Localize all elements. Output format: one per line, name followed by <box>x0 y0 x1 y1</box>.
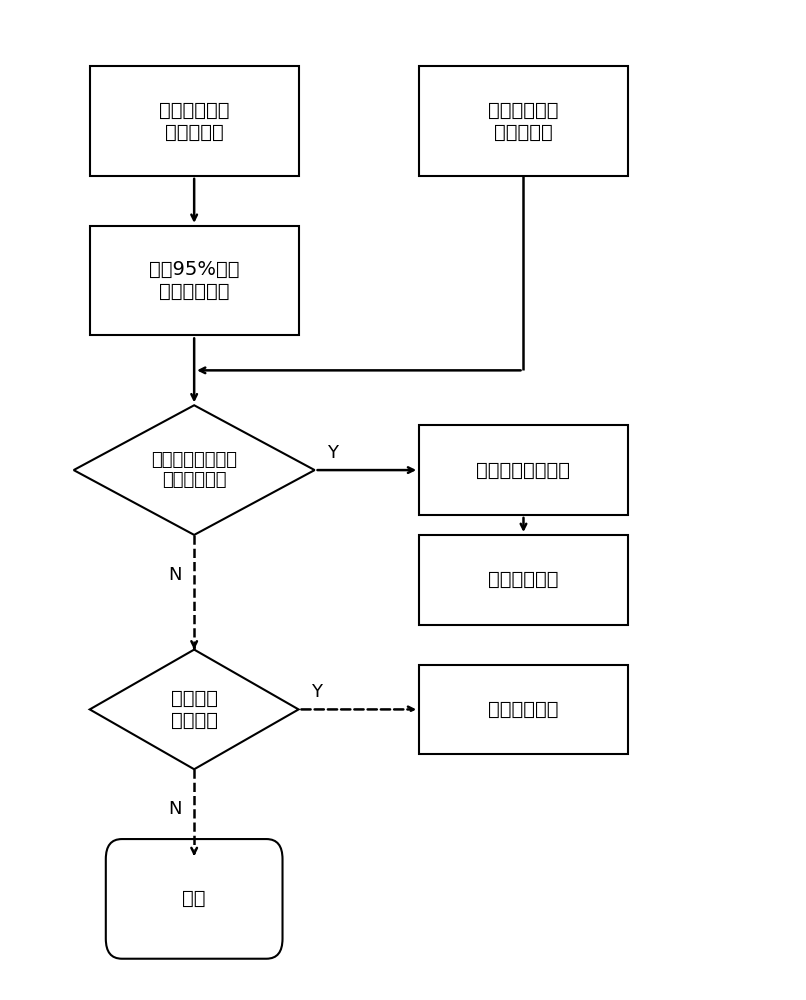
Polygon shape <box>89 650 298 769</box>
Text: 窃电嫌疑系数判定: 窃电嫌疑系数判定 <box>476 461 571 480</box>
Text: N: N <box>168 800 182 818</box>
FancyBboxPatch shape <box>419 665 628 754</box>
Text: 结束: 结束 <box>182 889 206 908</box>
Polygon shape <box>73 405 314 535</box>
Text: N: N <box>168 566 182 584</box>
FancyBboxPatch shape <box>106 839 283 959</box>
FancyBboxPatch shape <box>419 535 628 625</box>
FancyBboxPatch shape <box>419 66 628 176</box>
Text: Y: Y <box>310 683 322 701</box>
Text: 发电异常告警: 发电异常告警 <box>488 700 559 719</box>
Text: 计算光伏电站
理论发电量: 计算光伏电站 理论发电量 <box>159 101 230 142</box>
Text: 采集光伏电站
实时发电量: 采集光伏电站 实时发电量 <box>488 101 559 142</box>
Text: 低于置信
区间下限: 低于置信 区间下限 <box>171 689 218 730</box>
FancyBboxPatch shape <box>89 226 298 335</box>
Text: Y: Y <box>326 444 338 462</box>
Text: 发电量测量值高于
置信区间上限: 发电量测量值高于 置信区间上限 <box>152 451 237 489</box>
FancyBboxPatch shape <box>89 66 298 176</box>
FancyBboxPatch shape <box>419 425 628 515</box>
Text: 窃电事件告警: 窃电事件告警 <box>488 570 559 589</box>
Text: 计算95%置信
区间的上下限: 计算95%置信 区间的上下限 <box>149 260 239 301</box>
